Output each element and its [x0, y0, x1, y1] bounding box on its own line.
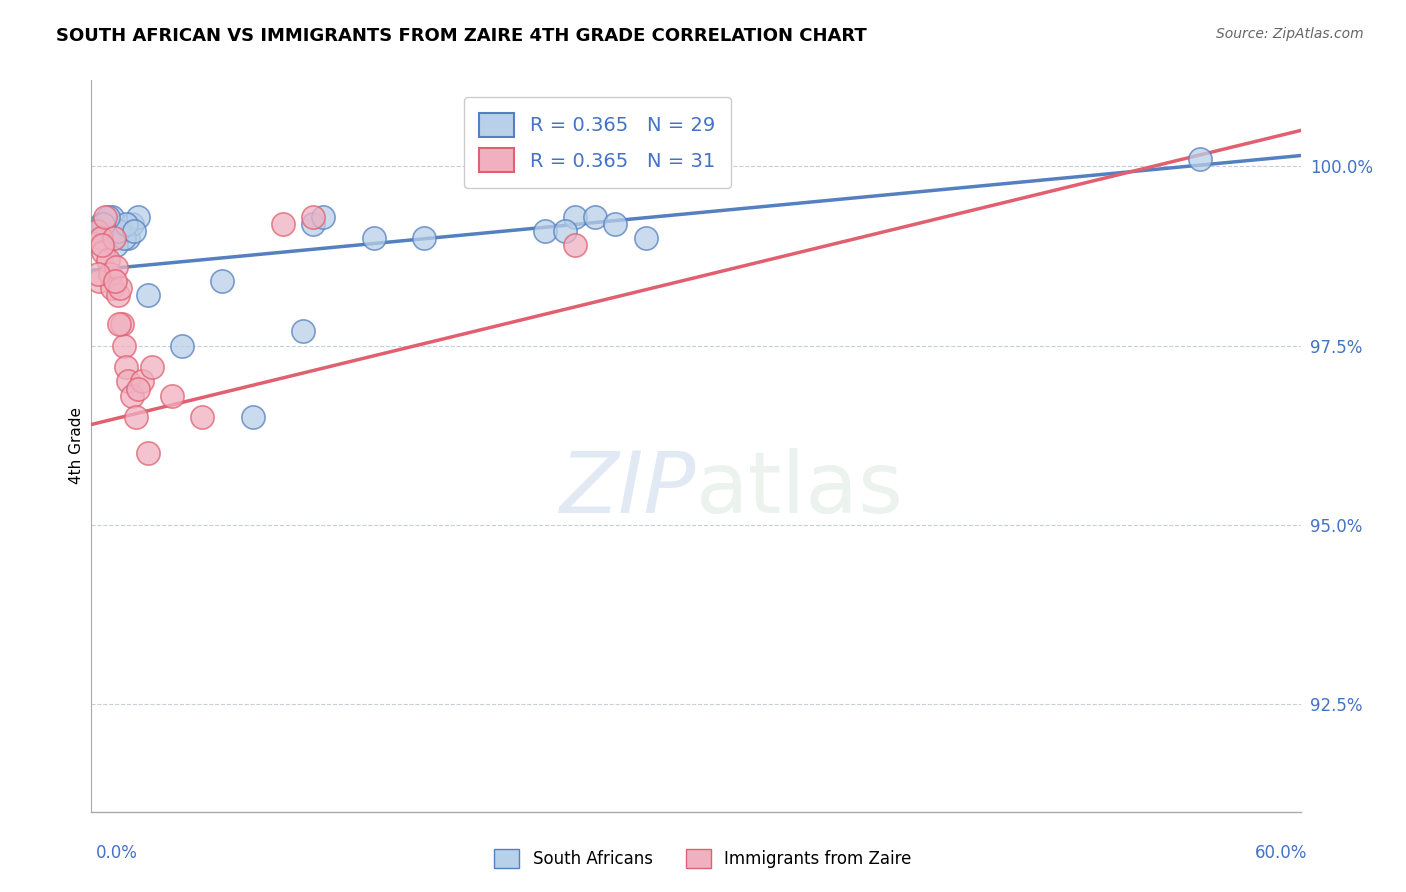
Point — [94, 210, 117, 224]
Point — [93, 245, 115, 260]
Point — [533, 224, 555, 238]
Point — [112, 231, 135, 245]
Point — [127, 382, 149, 396]
Point — [634, 231, 657, 245]
Point — [564, 210, 586, 224]
Point — [117, 375, 139, 389]
Point — [125, 410, 148, 425]
Point — [89, 274, 111, 288]
Text: 0.0%: 0.0% — [96, 844, 138, 862]
Point — [141, 360, 163, 375]
Point — [1188, 152, 1211, 166]
Point — [583, 210, 606, 224]
Point — [122, 224, 145, 238]
Point — [86, 224, 108, 238]
Point — [121, 389, 143, 403]
Point — [172, 338, 194, 352]
Point — [96, 210, 118, 224]
Point — [554, 224, 576, 238]
Point — [114, 360, 136, 375]
Point — [107, 317, 129, 331]
Point — [191, 410, 214, 425]
Point — [108, 281, 131, 295]
Point — [111, 317, 132, 331]
Point — [107, 224, 129, 238]
Text: atlas: atlas — [696, 449, 904, 532]
Legend: South Africans, Immigrants from Zaire: South Africans, Immigrants from Zaire — [488, 843, 918, 875]
Y-axis label: 4th Grade: 4th Grade — [69, 408, 84, 484]
Point — [107, 288, 129, 302]
Point — [136, 446, 159, 460]
Point — [242, 410, 264, 425]
Point — [103, 231, 125, 245]
Point — [103, 274, 125, 288]
Point — [111, 224, 132, 238]
Text: Source: ZipAtlas.com: Source: ZipAtlas.com — [1216, 27, 1364, 41]
Point — [302, 210, 325, 224]
Point — [117, 231, 139, 245]
Point — [90, 217, 112, 231]
Point — [363, 231, 385, 245]
Point — [302, 217, 325, 231]
Point — [96, 252, 118, 267]
Point — [564, 238, 586, 252]
Point — [93, 217, 115, 231]
Point — [136, 288, 159, 302]
Point — [104, 238, 127, 252]
Text: ZIP: ZIP — [560, 449, 696, 532]
Text: SOUTH AFRICAN VS IMMIGRANTS FROM ZAIRE 4TH GRADE CORRELATION CHART: SOUTH AFRICAN VS IMMIGRANTS FROM ZAIRE 4… — [56, 27, 868, 45]
Point — [312, 210, 335, 224]
Point — [91, 238, 114, 252]
Point — [100, 281, 122, 295]
Point — [211, 274, 233, 288]
Point — [87, 267, 110, 281]
Point — [90, 231, 112, 245]
Point — [292, 324, 315, 338]
Point — [114, 217, 136, 231]
Point — [121, 217, 143, 231]
Legend: R = 0.365   N = 29, R = 0.365   N = 31: R = 0.365 N = 29, R = 0.365 N = 31 — [464, 97, 731, 187]
Point — [271, 217, 294, 231]
Point — [98, 267, 121, 281]
Point — [104, 260, 127, 274]
Point — [112, 338, 135, 352]
Point — [605, 217, 627, 231]
Point — [131, 375, 153, 389]
Point — [413, 231, 436, 245]
Point — [160, 389, 183, 403]
Point — [100, 210, 122, 224]
Point — [127, 210, 149, 224]
Text: 60.0%: 60.0% — [1256, 844, 1308, 862]
